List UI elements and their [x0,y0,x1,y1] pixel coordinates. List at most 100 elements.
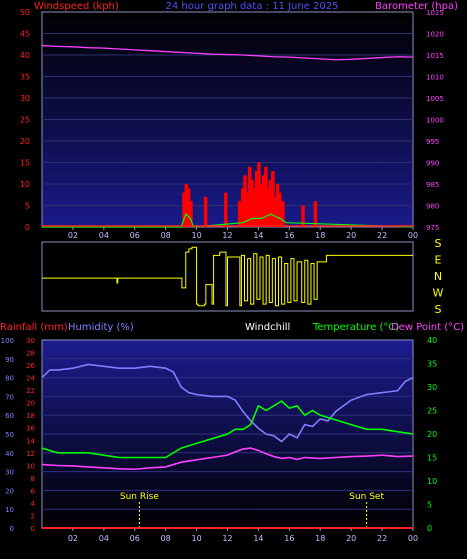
top-x-tick-label: 12 [222,231,232,240]
sunset-label: Sun Set [349,492,384,502]
top-x-tick-label: 04 [99,231,109,240]
top-x-tick-label: 16 [284,231,294,240]
rainfall-tick-label: 24 [26,375,35,383]
wind-gust-bar [261,175,266,227]
barometer-tick-label: 1020 [426,31,444,39]
wind-gust-bar [268,179,273,227]
rainfall-tick-label: 0 [31,525,35,533]
barometer-tick-label: 980 [426,203,439,211]
temperature-tick-label: 30 [427,383,437,392]
humidity-tick-label: 60 [5,412,14,420]
compass-label: S [435,303,442,316]
wind-gust-bar [247,166,252,227]
rainfall-tick-label: 8 [31,475,35,483]
humidity-line [41,363,414,443]
temperature-tick-label: 15 [427,454,437,463]
humidity-tick-label: 0 [10,525,14,533]
temperature-tick-label: 25 [427,407,437,416]
top-x-tick-label: 08 [161,231,171,240]
wind-gust-bar [264,166,268,227]
rainfall-tick-label: 14 [26,437,35,445]
humidity-tick-label: 40 [5,450,14,458]
wind-gust-bar [271,171,275,227]
right-axis-title: Barometer (hpa) [375,1,458,12]
humidity-tick-label: 50 [5,431,14,439]
rainfall-tick-label: 22 [26,387,35,395]
wind-gust-bar [243,175,247,227]
barometer-tick-label: 1025 [426,9,444,17]
dewpoint-line [41,447,414,471]
bottom-x-tick-label: 06 [130,534,140,543]
humidity-tick-label: 80 [5,375,14,383]
humidity-tick-label: 10 [5,506,14,514]
wind-gust-bar [252,188,257,227]
compass-label: S [435,237,442,250]
rainfall-tick-label: 28 [26,350,35,358]
windspeed-tick-label: 25 [20,116,30,125]
windspeed-tick-label: 30 [20,94,30,103]
wind-gust-bar [245,192,250,227]
wind-gust-bar [301,205,305,227]
compass-label: N [434,270,442,283]
wind-gust-bar [278,192,282,227]
bottom-x-tick-label: 04 [99,534,109,543]
compass-label: E [435,254,442,267]
wind-gust-bar [250,179,254,227]
windspeed-tick-label: 5 [25,202,30,211]
temperature-tick-label: 40 [427,336,437,345]
bottom-x-tick-label: 08 [161,534,171,543]
chart-title: 24 hour graph data : 11 June 2025 [166,1,339,12]
humidity-tick-label: 20 [5,487,14,495]
barometer-line [41,44,414,61]
temperature-axis-title: Temperature (°C) [312,322,399,333]
windspeed-tick-label: 10 [20,180,30,189]
rainfall-tick-label: 30 [26,337,35,345]
windspeed-tick-label: 50 [20,8,30,17]
windspeed-tick-label: 0 [25,223,30,232]
windspeed-tick-label: 20 [20,137,30,146]
barometer-tick-label: 1015 [426,52,444,60]
top-x-tick-label: 22 [377,231,387,240]
wind-gust-bar [203,196,208,227]
wind-gust-bar [273,196,277,227]
wind-gust-bar [186,188,191,227]
wind-gust-bar [254,171,259,227]
left-axis-title: Windspeed (kph) [34,1,119,12]
top-x-tick-label: 00 [408,231,418,240]
windspeed-tick-label: 40 [20,51,30,60]
wind-gust-bar [275,184,280,227]
rainfall-tick-label: 2 [31,512,35,520]
humidity-axis-title: Humidity (%) [68,322,134,333]
sunrise-label: Sun Rise [120,492,159,502]
windchill-legend: Windchill [245,322,290,333]
bottom-x-tick-label: 22 [377,534,387,543]
rainfall-tick-label: 10 [26,462,35,470]
rainfall-tick-label: 6 [31,487,36,495]
rainfall-tick-label: 12 [26,450,35,458]
bottom-x-tick-label: 18 [315,534,325,543]
top-x-tick-label: 18 [315,231,325,240]
barometer-tick-label: 990 [426,160,439,168]
barometer-tick-label: 995 [426,138,439,146]
bottom-x-tick-label: 20 [346,534,356,543]
bottom-x-tick-label: 14 [253,534,263,543]
bottom-x-tick-label: 10 [191,534,201,543]
wind-gust-bar [189,201,193,227]
top-x-tick-label: 14 [253,231,263,240]
windspeed-tick-label: 45 [20,30,30,39]
barometer-tick-label: 985 [426,181,439,189]
top-x-tick-label: 20 [346,231,356,240]
top-x-tick-label: 10 [191,231,201,240]
humidity-tick-label: 100 [1,337,14,345]
wind-gust-bar [257,162,261,227]
barometer-tick-label: 1000 [426,117,444,125]
windspeed-tick-label: 15 [20,159,30,168]
wind-gust-bar [281,201,285,227]
bottom-x-tick-label: 00 [408,534,418,543]
barometer-tick-label: 1005 [426,95,444,103]
wind-gust-bar [237,201,242,227]
rainfall-tick-label: 4 [31,500,36,508]
bottom-x-tick-label: 02 [68,534,78,543]
rainfall-axis-title: Rainfall (mm) [0,322,68,333]
